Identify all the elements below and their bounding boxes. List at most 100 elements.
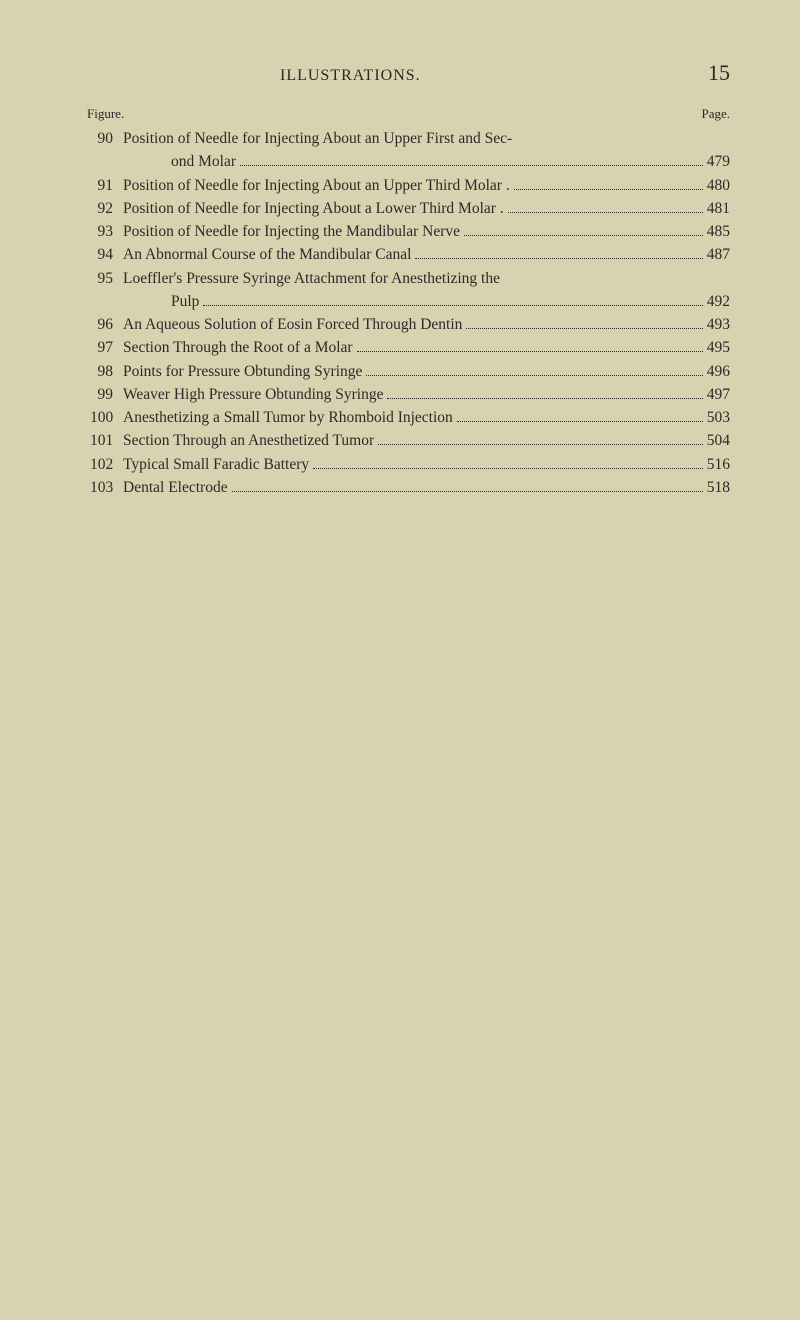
leader-dots bbox=[514, 189, 703, 190]
entry-page: 487 bbox=[707, 243, 730, 266]
entry-text: Position of Needle for Injecting About a… bbox=[123, 127, 730, 150]
figure-number: 99 bbox=[90, 383, 123, 406]
entry-line: Position of Needle for Injecting About a… bbox=[123, 127, 730, 150]
entry-title: Position of Needle for Injecting About a… bbox=[123, 197, 504, 220]
leader-dots bbox=[203, 305, 702, 306]
entry-page: 479 bbox=[707, 150, 730, 173]
entry-line: Pulp 492 bbox=[123, 290, 730, 313]
list-item: 95Loeffler's Pressure Syringe Attachment… bbox=[90, 267, 730, 290]
entry-text: Dental Electrode 518 bbox=[123, 476, 730, 499]
entry-page: 481 bbox=[707, 197, 730, 220]
entry-title: Dental Electrode bbox=[123, 476, 228, 499]
entry-line: An Aqueous Solution of Eosin Forced Thro… bbox=[123, 313, 730, 336]
entry-title: An Aqueous Solution of Eosin Forced Thro… bbox=[123, 313, 462, 336]
entry-title: An Abnormal Course of the Mandibular Can… bbox=[123, 243, 411, 266]
list-item: 96An Aqueous Solution of Eosin Forced Th… bbox=[90, 313, 730, 336]
entry-title: Position of Needle for Injecting the Man… bbox=[123, 220, 460, 243]
figure-number: 103 bbox=[90, 476, 123, 499]
entry-line: Points for Pressure Obtunding Syringe496 bbox=[123, 360, 730, 383]
leader-dots bbox=[508, 212, 703, 213]
entry-title: Anesthetizing a Small Tumor by Rhomboid … bbox=[123, 406, 453, 429]
entry-line: Position of Needle for Injecting the Man… bbox=[123, 220, 730, 243]
leader-dots bbox=[240, 165, 703, 166]
entry-title: ond Molar bbox=[171, 150, 236, 173]
entry-title: Section Through the Root of a Molar bbox=[123, 336, 353, 359]
entry-text: Loeffler's Pressure Syringe Attachment f… bbox=[123, 267, 730, 290]
entry-line: Loeffler's Pressure Syringe Attachment f… bbox=[123, 267, 730, 290]
entry-text: An Aqueous Solution of Eosin Forced Thro… bbox=[123, 313, 730, 336]
entry-page: 496 bbox=[707, 360, 730, 383]
entry-page: 495 bbox=[707, 336, 730, 359]
figure-number: 100 bbox=[90, 406, 123, 429]
page-number: 15 bbox=[708, 60, 730, 86]
entry-page: 492 bbox=[707, 290, 730, 313]
list-item: 94An Abnormal Course of the Mandibular C… bbox=[90, 243, 730, 266]
entry-text: Anesthetizing a Small Tumor by Rhomboid … bbox=[123, 406, 730, 429]
entry-text: Points for Pressure Obtunding Syringe496 bbox=[123, 360, 730, 383]
list-item: 98Points for Pressure Obtunding Syringe4… bbox=[90, 360, 730, 383]
entry-title: Section Through an Anesthetized Tumor bbox=[123, 429, 374, 452]
list-item: Pulp 492 bbox=[90, 290, 730, 313]
entry-title: Position of Needle for Injecting About a… bbox=[123, 127, 512, 150]
leader-dots bbox=[232, 491, 703, 492]
entry-line: ond Molar 479 bbox=[123, 150, 730, 173]
entry-line: An Abnormal Course of the Mandibular Can… bbox=[123, 243, 730, 266]
list-item: 102Typical Small Faradic Battery 516 bbox=[90, 453, 730, 476]
entry-page: 497 bbox=[707, 383, 730, 406]
entry-line: Section Through the Root of a Molar 495 bbox=[123, 336, 730, 359]
figure-number: 102 bbox=[90, 453, 123, 476]
entry-text: Typical Small Faradic Battery 516 bbox=[123, 453, 730, 476]
entry-line: Position of Needle for Injecting About a… bbox=[123, 197, 730, 220]
leader-dots bbox=[415, 258, 702, 259]
header-row: ILLUSTRATIONS. 15 bbox=[90, 60, 730, 86]
leader-dots bbox=[466, 328, 702, 329]
leader-dots bbox=[387, 398, 702, 399]
entry-text: Weaver High Pressure Obtunding Syringe 49… bbox=[123, 383, 730, 406]
list-item: 92Position of Needle for Injecting About… bbox=[90, 197, 730, 220]
list-item: 99Weaver High Pressure Obtunding Syringe… bbox=[90, 383, 730, 406]
leader-dots bbox=[464, 235, 703, 236]
figure-number: 98 bbox=[90, 360, 123, 383]
figure-number: 95 bbox=[90, 267, 123, 290]
leader-dots bbox=[366, 375, 702, 376]
entry-text: Position of Needle for Injecting About a… bbox=[123, 174, 730, 197]
list-item: 93Position of Needle for Injecting the M… bbox=[90, 220, 730, 243]
figure-number: 92 bbox=[90, 197, 123, 220]
list-item: 101Section Through an Anesthetized Tumor… bbox=[90, 429, 730, 452]
list-item: 103Dental Electrode 518 bbox=[90, 476, 730, 499]
entry-line: Position of Needle for Injecting About a… bbox=[123, 174, 730, 197]
entry-title: Loeffler's Pressure Syringe Attachment f… bbox=[123, 267, 500, 290]
entries-list: 90Position of Needle for Injecting About… bbox=[90, 127, 730, 499]
entry-page: 480 bbox=[707, 174, 730, 197]
entry-page: 516 bbox=[707, 453, 730, 476]
figure-number: 91 bbox=[90, 174, 123, 197]
page-label: Page. bbox=[701, 106, 730, 122]
entry-text: ond Molar 479 bbox=[123, 150, 730, 173]
entry-text: Position of Needle for Injecting the Man… bbox=[123, 220, 730, 243]
sub-header-row: Figure. Page. bbox=[90, 106, 730, 122]
entry-page: 518 bbox=[707, 476, 730, 499]
figure-number: 101 bbox=[90, 429, 123, 452]
entry-text: Section Through an Anesthetized Tumor 504 bbox=[123, 429, 730, 452]
entry-line: Weaver High Pressure Obtunding Syringe 49… bbox=[123, 383, 730, 406]
entry-title: Typical Small Faradic Battery bbox=[123, 453, 309, 476]
figure-number: 94 bbox=[90, 243, 123, 266]
entry-title: Weaver High Pressure Obtunding Syringe bbox=[123, 383, 383, 406]
entry-text: Pulp 492 bbox=[123, 290, 730, 313]
page-header-title: ILLUSTRATIONS. bbox=[280, 67, 421, 85]
entry-text: An Abnormal Course of the Mandibular Can… bbox=[123, 243, 730, 266]
entry-page: 504 bbox=[707, 429, 730, 452]
list-item: 100Anesthetizing a Small Tumor by Rhombo… bbox=[90, 406, 730, 429]
leader-dots bbox=[457, 421, 703, 422]
entry-title: Position of Needle for Injecting About a… bbox=[123, 174, 510, 197]
list-item: 97Section Through the Root of a Molar495 bbox=[90, 336, 730, 359]
entry-line: Anesthetizing a Small Tumor by Rhomboid … bbox=[123, 406, 730, 429]
list-item: ond Molar 479 bbox=[90, 150, 730, 173]
entry-text: Section Through the Root of a Molar 495 bbox=[123, 336, 730, 359]
list-item: 91Position of Needle for Injecting About… bbox=[90, 174, 730, 197]
leader-dots bbox=[313, 468, 703, 469]
figure-label: Figure. bbox=[87, 106, 124, 122]
entry-page: 485 bbox=[707, 220, 730, 243]
figure-number: 93 bbox=[90, 220, 123, 243]
entry-title: Pulp bbox=[171, 290, 199, 313]
